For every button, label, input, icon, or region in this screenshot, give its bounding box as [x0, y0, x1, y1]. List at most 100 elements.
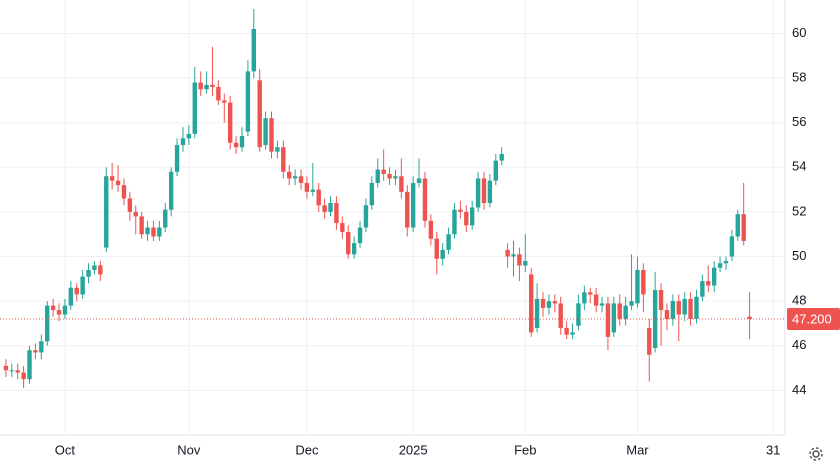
candle-body — [204, 84, 209, 90]
candle-body — [157, 227, 162, 237]
candle-body — [292, 176, 298, 179]
candle-body — [133, 211, 138, 217]
x-tick-label: Feb — [514, 442, 536, 457]
candle-body — [682, 298, 687, 315]
candle-body — [263, 118, 268, 145]
candle-body — [499, 153, 504, 161]
candle-body — [109, 176, 115, 181]
candle-body — [3, 365, 9, 371]
candle-body — [670, 301, 676, 319]
candle-body — [298, 176, 304, 183]
candle-body — [239, 136, 245, 148]
candle-body — [375, 169, 380, 183]
candle-body — [546, 301, 552, 308]
candle-body — [487, 180, 493, 203]
y-tick-label: 48 — [792, 293, 806, 308]
candle-body — [334, 203, 339, 224]
candle-body — [251, 29, 256, 72]
candle-body — [62, 305, 68, 315]
settings-icon[interactable] — [809, 447, 823, 461]
candle-body — [493, 160, 498, 181]
candle-body — [534, 298, 540, 328]
candle-body — [387, 174, 392, 179]
candle-body — [523, 261, 528, 266]
candle-body — [576, 303, 581, 326]
candle-body — [564, 327, 569, 335]
candle-body — [599, 303, 605, 306]
candle-body — [694, 296, 699, 319]
candle-body — [635, 269, 640, 304]
x-tick-label: Mar — [626, 442, 649, 457]
last-price-label: 47.200 — [792, 311, 832, 326]
candle-body — [647, 327, 652, 355]
candle-body — [50, 305, 56, 311]
candle-body — [322, 205, 327, 212]
candle-body — [227, 102, 233, 143]
candle-body — [416, 178, 422, 183]
candle-body — [511, 254, 516, 257]
candle-body — [328, 203, 333, 212]
candle-body — [163, 209, 168, 228]
candle-body — [233, 142, 239, 148]
candle-body — [422, 178, 428, 221]
candle-body — [464, 211, 469, 226]
candle-body — [588, 292, 593, 295]
candle-body — [611, 303, 617, 333]
candle-body — [287, 171, 292, 179]
candle-body — [688, 298, 693, 319]
candle-body — [558, 303, 563, 328]
candle-body — [98, 265, 103, 275]
candle-body — [711, 267, 717, 286]
candle-body — [517, 254, 522, 266]
candle-body — [393, 176, 398, 179]
candle-body — [216, 87, 221, 101]
candle-body — [469, 207, 475, 226]
candle-body — [192, 82, 197, 134]
candle-body — [316, 189, 321, 206]
y-tick-label: 50 — [792, 248, 806, 263]
candle-body — [21, 372, 26, 380]
candle-body — [115, 180, 121, 186]
candle-body — [80, 276, 85, 295]
x-tick-label: Nov — [177, 442, 201, 457]
candle-body — [641, 269, 646, 295]
candle-body — [741, 214, 746, 241]
candle-body — [405, 191, 410, 228]
candle-body — [198, 82, 203, 90]
candle-body — [180, 138, 186, 145]
y-tick-label: 60 — [792, 25, 806, 40]
y-tick-label: 46 — [792, 337, 806, 352]
candle-body — [257, 80, 262, 148]
candle-body — [363, 205, 369, 228]
candle-body — [186, 133, 192, 139]
candle-body — [174, 145, 180, 172]
candle-body — [33, 350, 38, 353]
candle-body — [529, 274, 534, 333]
candle-body — [210, 84, 215, 87]
candle-body — [340, 223, 345, 232]
candle-body — [68, 287, 74, 306]
y-tick-label: 52 — [792, 203, 806, 218]
candle-body — [86, 269, 91, 277]
candle-body — [151, 227, 156, 237]
candle-body — [304, 182, 310, 192]
candle-body — [168, 171, 174, 210]
candle-body — [222, 100, 227, 103]
x-tick-label: 31 — [766, 442, 780, 457]
candle-body — [39, 341, 44, 353]
candle-body — [481, 178, 487, 203]
candle-body — [9, 370, 15, 372]
candle-body — [269, 118, 274, 152]
candle-body — [369, 182, 375, 206]
candle-body — [45, 305, 50, 342]
candle-body — [475, 178, 481, 208]
candle-body — [652, 290, 658, 348]
candle-body — [15, 370, 20, 373]
candle-body — [127, 198, 133, 212]
candle-body — [452, 209, 457, 235]
candle-body — [104, 176, 109, 248]
candle-body — [27, 350, 32, 380]
candle-body — [410, 182, 416, 228]
candle-body — [664, 310, 670, 319]
